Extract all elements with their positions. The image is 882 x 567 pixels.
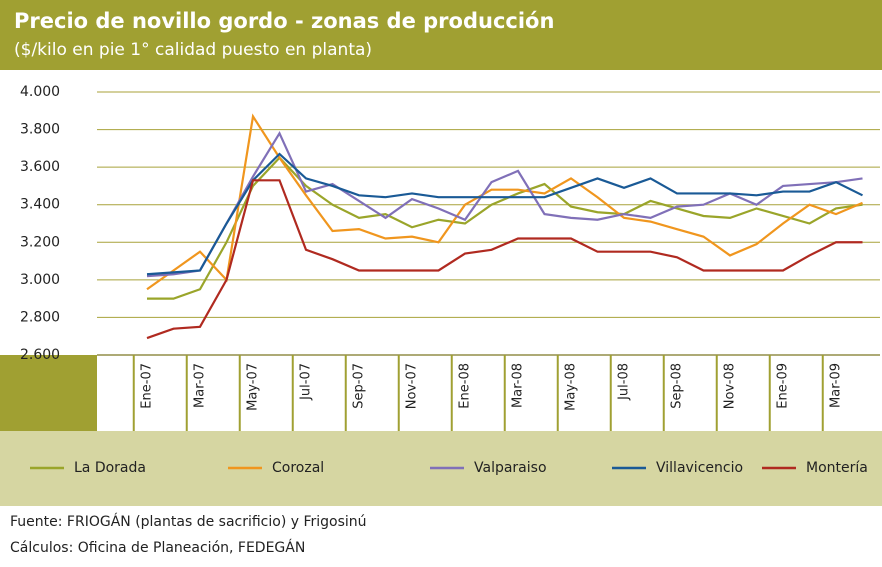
x-tick-label: Jul-08	[617, 363, 632, 401]
x-tick-label: Sep-07	[352, 363, 367, 409]
legend-label: Valparaiso	[474, 460, 547, 476]
x-tick-label: May-08	[564, 363, 579, 411]
series-line	[147, 156, 863, 300]
x-tick-label: Ene-07	[140, 363, 155, 409]
y-tick-label: 2.600	[20, 347, 60, 363]
y-tick-label: 3.000	[20, 272, 60, 288]
calc-note: Cálculos: Oficina de Planeación, FEDEGÁN	[10, 539, 305, 556]
series-line	[146, 152, 863, 276]
axis-band	[0, 355, 97, 431]
x-tick-label: Sep-08	[670, 363, 685, 409]
y-tick-label: 3.600	[20, 159, 60, 175]
y-tick-label: 3.200	[20, 234, 60, 250]
x-tick-label: Ene-09	[776, 363, 791, 409]
y-tick-label: 2.800	[20, 309, 60, 325]
x-tick-label: Nov-08	[723, 363, 738, 409]
x-tick-label: Mar-08	[511, 363, 526, 408]
series-line	[146, 179, 863, 340]
x-tick-label: Jul-07	[299, 363, 314, 401]
x-tick-label: Ene-08	[458, 363, 473, 409]
chart-title: Precio de novillo gordo - zonas de produ…	[14, 9, 554, 33]
x-tick-label: Mar-07	[193, 363, 208, 408]
legend-label: La Dorada	[74, 460, 146, 476]
series-line	[146, 130, 863, 278]
legend-label: Villavicencio	[656, 460, 743, 476]
x-tick-label: May-07	[246, 363, 261, 411]
legend-label: Corozal	[272, 460, 324, 476]
y-tick-label: 3.400	[20, 197, 60, 213]
x-tick-label: Mar-09	[829, 363, 844, 408]
title-bar	[0, 0, 882, 70]
series-line	[146, 113, 863, 291]
source-note: Fuente: FRIOGÁN (plantas de sacrificio) …	[10, 513, 367, 530]
x-tick-label: Nov-07	[405, 363, 420, 409]
y-tick-label: 4.000	[20, 84, 60, 100]
y-tick-label: 3.800	[20, 122, 60, 138]
legend-label: Montería	[806, 460, 868, 476]
chart-subtitle: ($/kilo en pie 1° calidad puesto en plan…	[14, 40, 372, 60]
